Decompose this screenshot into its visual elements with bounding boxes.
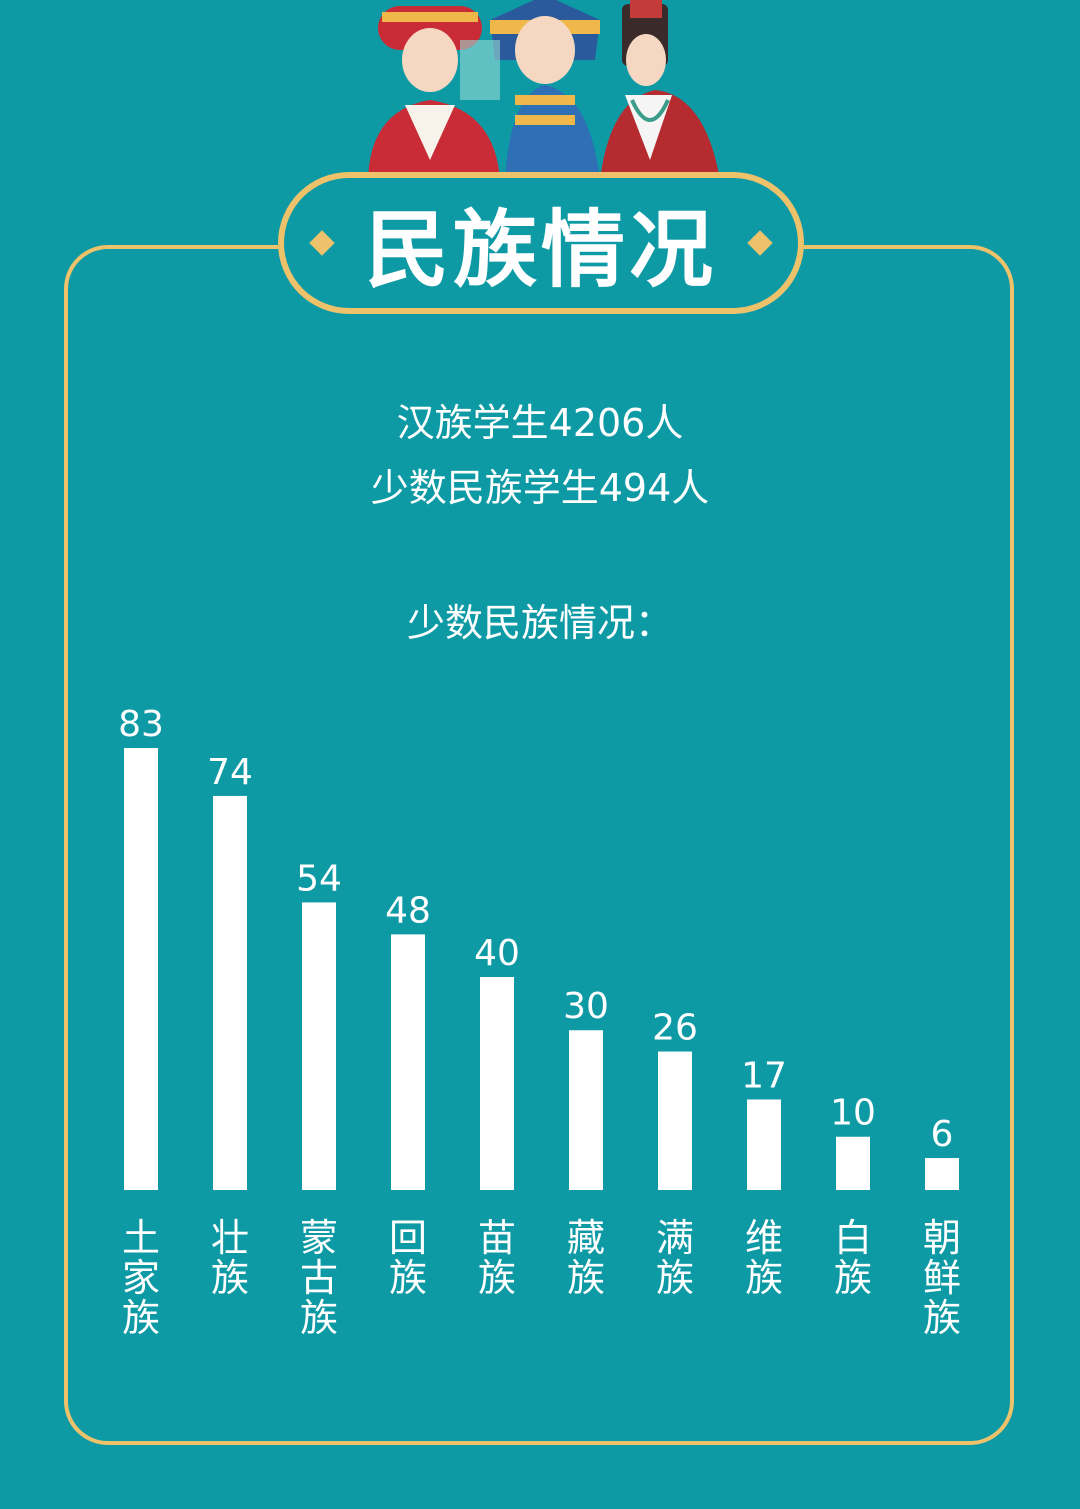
category-label-4: 苗族 (478, 1216, 516, 1300)
bar-8 (836, 1136, 870, 1190)
bar-1 (213, 795, 247, 1190)
middle-figure (490, 0, 600, 180)
value-label-2: 54 (296, 858, 342, 899)
ethnic-costume-illustration (368, 0, 720, 180)
category-label-7: 维族 (745, 1216, 783, 1300)
bar-9 (925, 1158, 959, 1190)
title-badge: 民族情况 (278, 172, 804, 314)
value-label-5: 30 (563, 986, 609, 1027)
right-figure (600, 0, 720, 180)
category-label-3: 回族 (389, 1216, 427, 1300)
category-label-8: 白族 (834, 1216, 872, 1300)
value-label-6: 26 (652, 1008, 698, 1049)
bar-6 (658, 1051, 692, 1190)
left-figure (368, 6, 500, 180)
bar-7 (747, 1099, 781, 1190)
category-label-0: 土家族 (122, 1216, 160, 1340)
value-label-0: 83 (118, 704, 164, 745)
category-label-2: 蒙古族 (300, 1216, 338, 1340)
bar-3 (391, 934, 425, 1190)
bar-2 (302, 902, 336, 1190)
category-label-6: 满族 (656, 1216, 694, 1300)
page-title: 民族情况 (364, 200, 717, 299)
section-label: 少数民族情况： (406, 601, 673, 645)
bar-4 (480, 976, 514, 1190)
category-label-5: 藏族 (567, 1216, 605, 1300)
category-label-1: 壮族 (211, 1216, 249, 1300)
value-label-4: 40 (474, 933, 520, 974)
bar-0 (124, 748, 158, 1190)
han-students-line: 汉族学生4206人 (396, 401, 684, 445)
value-label-8: 10 (830, 1093, 876, 1134)
value-label-3: 48 (385, 890, 431, 931)
minority-students-line: 少数民族学生494人 (370, 466, 710, 510)
value-label-7: 17 (741, 1055, 787, 1096)
value-label-9: 6 (931, 1114, 954, 1155)
value-label-1: 74 (207, 752, 253, 793)
category-label-9: 朝鲜族 (923, 1216, 961, 1340)
bar-5 (569, 1030, 603, 1190)
